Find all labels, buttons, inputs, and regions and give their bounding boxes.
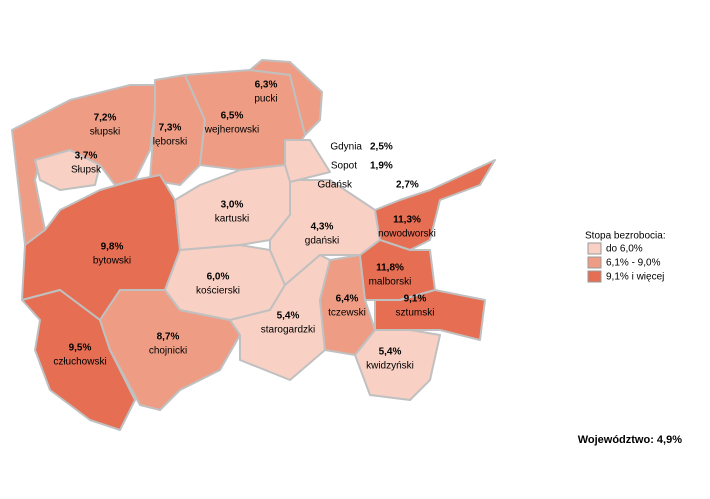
footer: Województwo: 4,9% [578, 434, 683, 446]
region-value: 9,8% [101, 242, 124, 253]
legend-title: Stopa bezrobocia: [585, 231, 666, 242]
region [249, 59, 323, 136]
labels: 7,2% słupski 3,7% Słupsk 7,3% lęborski 6,5% wej… [53, 80, 436, 372]
legend-label: do 6,0% [606, 244, 643, 255]
region-value: 9,5% [69, 343, 92, 354]
region-value: 3,7% [75, 151, 98, 162]
region-value: 8,7% [157, 332, 180, 343]
region-name: nowodworski [378, 229, 436, 240]
region [34, 149, 101, 191]
region-value: 5,4% [379, 347, 402, 358]
region [354, 329, 441, 401]
legend-label: 6,1% - 9,0% [606, 258, 661, 269]
region-name: człuchowski [53, 357, 106, 368]
region [21, 289, 136, 431]
region-value: 11,3% [393, 215, 421, 226]
region-value: 11,8% [376, 263, 404, 274]
region [359, 239, 436, 301]
city-name: Gdynia [330, 142, 362, 153]
city-value: 1,9% [370, 161, 393, 172]
region-name: kościerski [196, 286, 240, 297]
city-name: Sopot [331, 161, 357, 172]
region-value: 6,0% [207, 272, 230, 283]
city-value: 2,5% [370, 142, 393, 153]
region-name: malborski [369, 277, 412, 288]
region-value: 5,4% [277, 311, 300, 322]
region-value: 9,1% [404, 294, 427, 305]
region-value: 6,4% [336, 294, 359, 305]
region-name: starogardzki [261, 325, 315, 336]
region-name: wejherowski [204, 125, 259, 136]
region-name: pucki [254, 94, 277, 105]
region-value: 4,3% [311, 222, 334, 233]
region [229, 254, 331, 381]
region-name: chojnicki [149, 346, 187, 357]
region-name: bytowski [93, 256, 131, 267]
region-name: Słupsk [71, 165, 102, 176]
city-area [284, 139, 331, 183]
region-name: lęborski [153, 137, 187, 148]
region-value: 7,2% [94, 113, 117, 124]
legend-swatch [587, 256, 602, 269]
region-name: gdański [305, 236, 339, 247]
city-value: 2,7% [396, 180, 419, 191]
legend-swatch [587, 242, 602, 255]
region-value: 6,3% [255, 80, 278, 91]
legend-swatch [587, 270, 602, 283]
region [99, 289, 241, 411]
region-name: słupski [90, 127, 121, 138]
region-name: kwidzyński [366, 361, 414, 372]
legend-label: 9,1% i więcej [606, 272, 664, 283]
region-value: 3,0% [221, 200, 244, 211]
region-name: sztumski [396, 308, 435, 319]
regions [11, 59, 496, 431]
region-name: kartuski [215, 214, 249, 225]
region-name: tczewski [328, 308, 366, 319]
city-name: Gdańsk [318, 180, 353, 191]
region-value: 7,3% [159, 123, 182, 134]
region-value: 6,5% [221, 111, 244, 122]
